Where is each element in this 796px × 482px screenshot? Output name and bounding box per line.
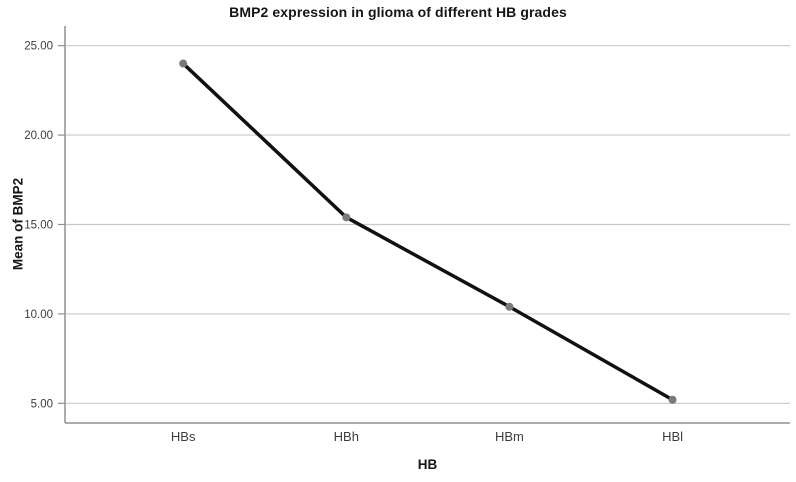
data-line [181,61,675,402]
y-tick-label: 15.00 [24,220,53,232]
x-axis-title: HB [417,457,438,472]
y-tick-label: 5.00 [31,398,53,410]
x-category-label: HBl [662,429,683,444]
data-point-marker [179,59,188,68]
data-point-marker [505,302,514,311]
chart-title: BMP2 expression in glioma of different H… [229,4,567,20]
y-tick-label: 10.00 [24,309,53,321]
x-category-label: HBs [171,429,196,444]
data-point-marker [668,395,677,404]
data-point-marker [342,213,351,222]
x-category-label: HBm [495,429,524,444]
y-tick-label: 25.00 [24,41,53,53]
y-tick-label: 20.00 [24,130,53,142]
x-category-label: HBh [334,429,359,444]
